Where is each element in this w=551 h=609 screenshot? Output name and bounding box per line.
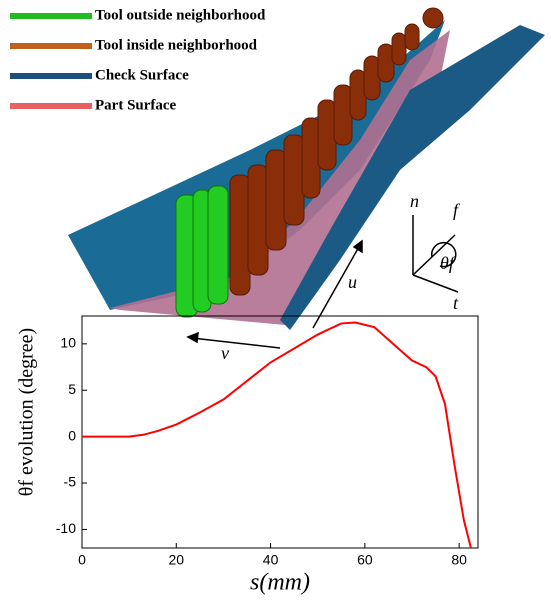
x-tick-label: 60 bbox=[357, 552, 373, 568]
legend-label: Part Surface bbox=[95, 97, 177, 113]
plot-area bbox=[81, 315, 479, 549]
legend-label: Tool outside neighborhood bbox=[95, 7, 266, 23]
data-line bbox=[82, 321, 472, 549]
check-surface-2 bbox=[280, 25, 545, 330]
tools-inside bbox=[229, 7, 444, 296]
t-label: t bbox=[453, 293, 459, 313]
u-label: u bbox=[348, 272, 357, 292]
y-axis-label: θf evolution (degree) bbox=[16, 328, 38, 496]
y-tick-label: 5 bbox=[68, 381, 76, 397]
y-tick-label: -5 bbox=[64, 474, 77, 490]
illustration: v u n f t θf bbox=[68, 7, 545, 363]
x-tick-label: 80 bbox=[451, 552, 467, 568]
x-axis-label: s(mm) bbox=[250, 570, 310, 596]
n-label: n bbox=[410, 191, 419, 211]
y-tick-label: 10 bbox=[60, 335, 76, 351]
x-tick-label: 40 bbox=[263, 552, 279, 568]
y-tick-label: -10 bbox=[56, 520, 76, 536]
x-tick-label: 0 bbox=[78, 552, 86, 568]
legend-label: Tool inside neighborhood bbox=[95, 37, 258, 53]
y-tick-label: 0 bbox=[68, 427, 76, 443]
arrows bbox=[186, 215, 459, 349]
v-label: v bbox=[221, 343, 229, 363]
legend-label: Check Surface bbox=[95, 67, 189, 83]
f-label: f bbox=[453, 200, 461, 220]
x-tick-label: 20 bbox=[168, 552, 184, 568]
tools-outside bbox=[175, 185, 229, 318]
theta-label: θf bbox=[440, 253, 457, 273]
